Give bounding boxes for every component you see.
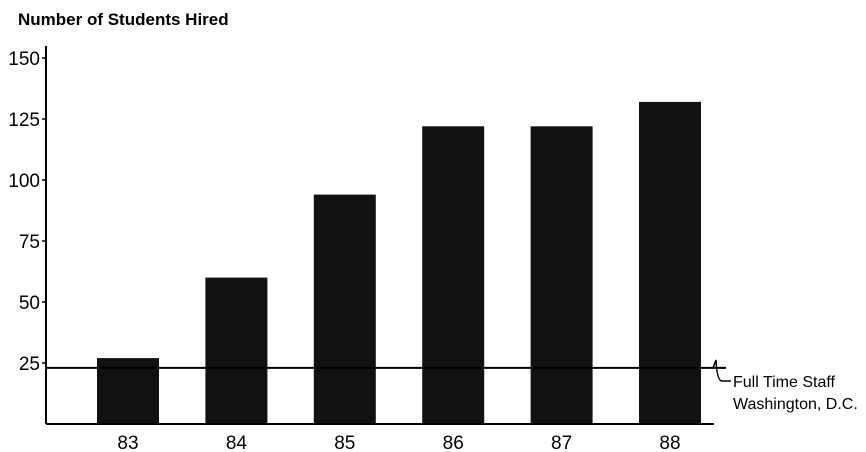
y-tick-label: 25 [19,354,40,375]
bar-84 [205,277,268,424]
x-tick-label: 84 [226,433,248,452]
x-tick-label: 85 [334,433,355,452]
y-tick-label: 125 [8,110,40,131]
bar-86 [422,126,485,425]
x-tick-label: 88 [659,433,680,452]
y-tick-label: 75 [19,232,40,253]
bar-88 [639,101,701,425]
x-tick-label: 83 [117,433,138,452]
bar-85 [313,194,376,424]
x-tick-label: 87 [551,433,572,452]
x-tick-group: 83 84 85 86 87 88 [117,433,680,452]
reference-leader-line [712,359,731,382]
reference-label-line2: Washington, D.C. [733,396,858,413]
y-tick-group: 25 50 75 100 125 150 [8,49,46,375]
bar-83 [97,358,159,424]
y-tick-label: 100 [8,171,40,192]
reference-label-line1: Full Time Staff [733,374,836,391]
bar-group [97,101,701,425]
y-tick-label: 150 [8,49,40,70]
x-tick-label: 86 [443,433,464,452]
y-tick-label: 50 [19,293,40,314]
chart-title: Number of Students Hired [18,10,229,29]
bar-87 [530,126,593,425]
